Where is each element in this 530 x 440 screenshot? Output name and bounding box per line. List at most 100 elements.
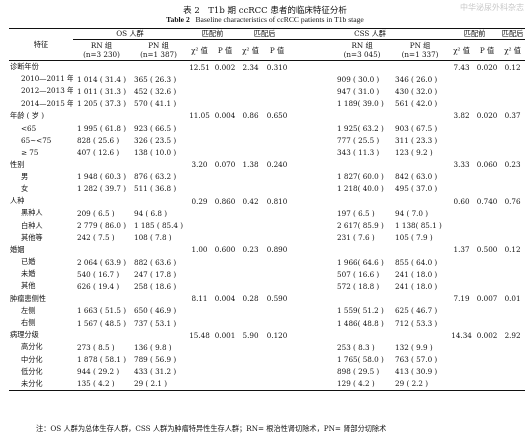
cell-os-b-p: [212, 73, 238, 85]
cell-css-b-p: [474, 268, 500, 280]
cell-os-rn: 828 ( 25.6 ): [77, 135, 120, 145]
cell-css-b-p: [474, 305, 500, 317]
cell-css-b-p: [474, 171, 500, 183]
cell-os-a-chi: [238, 341, 263, 353]
cell-css-pn: 712 ( 53.3 ): [395, 318, 438, 328]
cell-css-pn: [391, 110, 449, 122]
cell-os-pn: 326 ( 23.5 ): [134, 135, 177, 145]
cell-os-b-chi: [187, 280, 212, 292]
cell-css-b-chi: 0.60: [453, 196, 470, 206]
cell-os-a-p: [263, 134, 291, 146]
cell-label: 诊断年份: [10, 62, 39, 72]
cell-css-a-chi: [500, 73, 525, 85]
cell-os-rn: 1 663 ( 51.5 ): [77, 306, 127, 316]
cell-spacer: [291, 329, 333, 341]
cell-css-pn: 241 ( 18.0 ): [395, 281, 438, 291]
cell-os-b-p: 0.070: [214, 160, 236, 170]
cell-os-pn: 258 ( 18.6 ): [134, 281, 177, 291]
cell-os-b-chi: [187, 256, 212, 268]
cell-css-pn: 346 ( 26.0 ): [395, 74, 438, 84]
cell-spacer: [291, 159, 333, 171]
cell-label: 右侧: [21, 318, 36, 328]
cell-os-pn: 138 ( 10.0 ): [134, 147, 177, 157]
cell-os-pn: 29 ( 2.1 ): [130, 377, 188, 392]
cell-os-a-chi: [238, 134, 263, 146]
cell-os-b-p: 0.004: [214, 111, 236, 121]
cell-os-rn: [73, 110, 130, 122]
cell-css-b-chi: 7.19: [453, 294, 470, 304]
cell-css-rn: 1 827( 60.0 ): [337, 172, 384, 182]
cell-spacer: [291, 146, 333, 158]
cell-os-b-chi: [187, 85, 212, 97]
cell-css-b-chi: [449, 134, 474, 146]
cell-css-rn: 1 765( 58.0 ): [337, 355, 384, 365]
cell-label: 肿瘤患侧性: [10, 293, 46, 303]
cell-os-rn: 273 ( 8.5 ): [77, 342, 115, 352]
cell-label: 已婚: [21, 257, 36, 267]
header-os-before: 匹配前: [187, 28, 239, 40]
table-row: <65 1 995 ( 61.8 ) 923 ( 66.5 ) 1 925( 63.2…: [9, 122, 525, 134]
cell-os-b-chi: [187, 354, 212, 366]
header-p: P 值: [212, 39, 239, 61]
cell-css-b-p: [474, 219, 500, 231]
cell-spacer: [291, 293, 333, 305]
header-chi: χ² 值: [500, 39, 526, 61]
cell-os-b-p: [212, 377, 239, 392]
cell-os-b-p: [212, 341, 238, 353]
cell-css-pn: [391, 159, 449, 171]
cell-os-b-p: [212, 171, 238, 183]
cell-os-b-chi: [187, 377, 213, 392]
cell-css-rn: [333, 329, 391, 341]
cell-css-a-chi: [500, 280, 525, 292]
cell-css-pn: 842 ( 63.0 ): [395, 172, 438, 182]
cell-os-pn: 650 ( 46.9 ): [134, 306, 177, 316]
cell-css-pn: 430 ( 32.0 ): [395, 86, 438, 96]
cell-css-pn: 123 ( 9.2 ): [395, 147, 433, 157]
cell-css-b-chi: [449, 280, 474, 292]
cell-css-a-chi: [500, 377, 526, 392]
cell-os-rn: 944 ( 29.2 ): [77, 367, 120, 377]
cell-css-a-chi: [500, 232, 525, 244]
table-row: 2012—2013 年 1 011 ( 31.3 ) 452 ( 32.6 ) 947…: [9, 85, 525, 97]
cell-os-b-p: [212, 146, 238, 158]
cell-css-b-p: 0.060: [476, 160, 498, 170]
cell-os-a-chi: [238, 219, 263, 231]
cell-css-b-p: [474, 207, 500, 219]
cell-os-a-chi: [238, 268, 263, 280]
cell-os-b-chi: [187, 146, 212, 158]
table-row: 白种人 2 779 ( 86.0 ) 1 185 ( 85.4 ) 2 617( 85…: [9, 219, 525, 231]
table-caption-label: Table 2: [166, 15, 190, 24]
cell-spacer: [291, 341, 333, 353]
cell-css-a-chi: [500, 341, 525, 353]
header-p: P 值: [263, 39, 292, 61]
cell-os-b-chi: [187, 73, 212, 85]
cell-css-pn: 625 ( 46.7 ): [395, 306, 438, 316]
cell-os-rn: 1 282 ( 39.7 ): [77, 184, 127, 194]
cell-os-b-chi: [187, 134, 212, 146]
table-row: 年龄 ( 岁 ) 11.05 0.004 0.86 0.650 3.82 0.020 0.37…: [9, 110, 525, 122]
cell-css-rn: 129 ( 4.2 ): [333, 377, 392, 392]
cell-css-rn: 343 ( 11.3 ): [337, 147, 380, 157]
cell-css-a-chi: [500, 146, 525, 158]
header-pn-os: PN 组 (n=1 387): [130, 39, 188, 61]
cell-os-rn: [73, 159, 130, 171]
cell-os-pn: 737 ( 53.1 ): [134, 318, 177, 328]
cell-os-pn: 570 ( 41.1 ): [134, 99, 177, 109]
cell-css-b-chi: [449, 305, 474, 317]
cell-label: 65~<75: [21, 135, 52, 145]
cell-os-b-chi: 3.20: [191, 160, 208, 170]
cell-os-b-p: 0.860: [214, 196, 236, 206]
cell-os-b-p: [212, 219, 238, 231]
cell-css-b-p: [474, 134, 500, 146]
cell-os-a-chi: 0.86: [242, 111, 259, 121]
cell-css-pn: [391, 329, 449, 341]
cell-css-rn: 572 ( 18.8 ): [337, 281, 380, 291]
table-row: 诊断年份12.510.0022.340.3107.430.0200.120.94…: [9, 61, 525, 74]
cell-os-pn: 247 ( 17.8 ): [134, 269, 177, 279]
cell-css-pn: 311 ( 23.3 ): [395, 135, 438, 145]
cell-os-b-chi: [187, 232, 212, 244]
cell-css-b-p: 0.020: [476, 62, 498, 72]
table-row: 2014—2015 年 1 205 ( 37.3 ) 570 ( 41.1 ) 1 1…: [9, 98, 525, 110]
cell-css-a-chi: [500, 122, 525, 134]
